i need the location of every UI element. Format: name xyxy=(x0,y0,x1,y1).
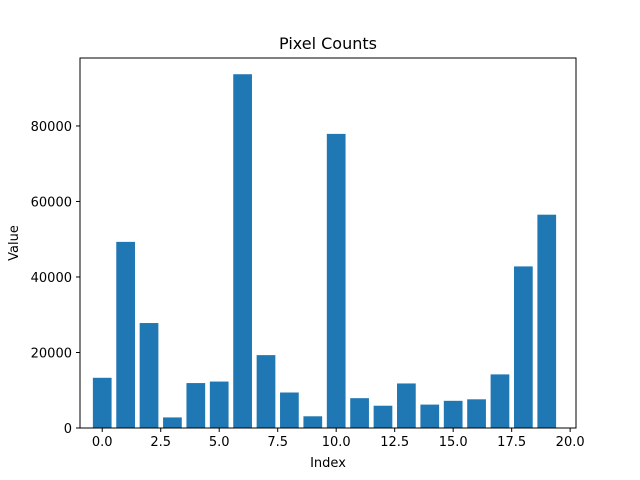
bar-8 xyxy=(280,392,299,428)
x-axis-ticks: 0.0 2.5 5.0 7.5 10.0 12.5 15.0 17.5 20.0 xyxy=(92,428,585,450)
bars xyxy=(92,74,557,429)
x-tick-label: 10.0 xyxy=(322,435,351,450)
plot-frame xyxy=(79,57,577,429)
y-tick-label: 0 xyxy=(64,422,72,437)
bar-14 xyxy=(420,404,440,428)
bar-13 xyxy=(397,383,416,428)
bar-2 xyxy=(139,323,159,428)
x-tick-label: 2.5 xyxy=(150,435,171,450)
bar-12 xyxy=(373,405,393,428)
bar-5 xyxy=(209,381,229,428)
y-tick-label: 60000 xyxy=(31,195,72,210)
x-axis-label: Index xyxy=(310,456,346,471)
bar-17 xyxy=(490,374,510,428)
y-axis-ticks: 0 20000 40000 60000 80000 xyxy=(31,120,80,437)
x-tick-label: 5.0 xyxy=(209,435,230,450)
bar-3 xyxy=(163,417,182,428)
bar-9 xyxy=(303,416,323,428)
x-tick-label: 12.5 xyxy=(380,435,409,450)
bar-18 xyxy=(514,266,533,428)
bar-15 xyxy=(443,400,463,428)
bar-4 xyxy=(186,383,206,428)
bar-7 xyxy=(256,355,276,428)
x-tick-label: 17.5 xyxy=(497,435,526,450)
bar-10 xyxy=(326,133,346,428)
x-tick-label: 7.5 xyxy=(267,435,288,450)
y-tick-label: 40000 xyxy=(31,271,72,286)
bar-11 xyxy=(350,398,369,428)
y-tick-label: 80000 xyxy=(31,120,72,135)
y-axis-label: Value xyxy=(7,225,22,261)
y-tick-label: 20000 xyxy=(31,346,72,361)
chart-title: Pixel Counts xyxy=(279,34,377,53)
x-tick-label: 0.0 xyxy=(92,435,113,450)
bar-1 xyxy=(116,241,135,428)
x-tick-label: 15.0 xyxy=(439,435,468,450)
bar-16 xyxy=(467,399,486,428)
bar-19 xyxy=(537,214,557,428)
bar-0 xyxy=(92,377,112,428)
bar-6 xyxy=(233,74,252,429)
x-tick-label: 20.0 xyxy=(556,435,585,450)
